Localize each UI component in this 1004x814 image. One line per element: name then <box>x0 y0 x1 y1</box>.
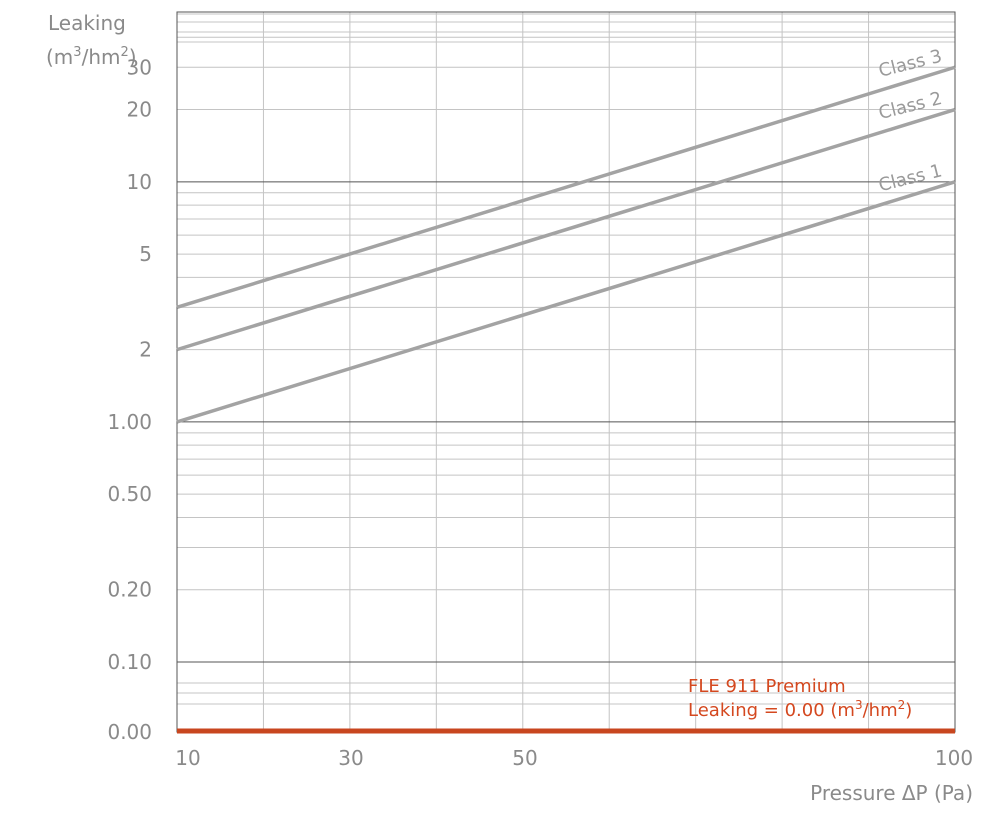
y-tick-label: 20 <box>127 98 152 122</box>
x-tick-label: 50 <box>512 746 537 770</box>
labels: Class 1 Class 2 Class 3 0.10 0.20 0.50 1.00 2 5 1… <box>107 46 973 770</box>
y-axis-title-line2: (m3/hm2) <box>46 45 137 69</box>
x-tick-label: 10 <box>175 746 200 770</box>
x-axis-title: Pressure ΔP (Pa) <box>810 781 973 805</box>
y-tick-label: 5 <box>139 242 152 266</box>
y-tick-label: 1.00 <box>107 410 152 434</box>
x-tick-label: 30 <box>338 746 363 770</box>
series-line-class-2 <box>176 107 956 352</box>
plot-frame <box>176 11 956 733</box>
series-lines <box>176 65 956 734</box>
series-label-class-3: Class 3 <box>877 46 945 82</box>
y-tick-label: 0.20 <box>107 578 152 602</box>
y-tick-label: 2 <box>139 338 152 362</box>
x-tick-label: 100 <box>935 746 973 770</box>
series-line-class-3 <box>176 65 956 310</box>
product-label-line1: FLE 911 Premium <box>688 676 846 697</box>
product-label-line2: Leaking = 0.00 (m3/hm2) <box>688 698 912 721</box>
y-tick-label: 30 <box>127 55 152 79</box>
y-tick-label: 0.50 <box>107 482 152 506</box>
y-tick-label-zero: 0.00 <box>107 720 152 744</box>
series-line-class-1 <box>176 180 956 424</box>
y-tick-label: 0.10 <box>107 650 152 674</box>
series-label-class-2: Class 2 <box>877 88 945 124</box>
y-tick-label: 10 <box>127 170 152 194</box>
series-label-class-1: Class 1 <box>877 160 945 196</box>
grid <box>176 11 956 733</box>
y-axis-title-line1: Leaking <box>48 11 126 35</box>
